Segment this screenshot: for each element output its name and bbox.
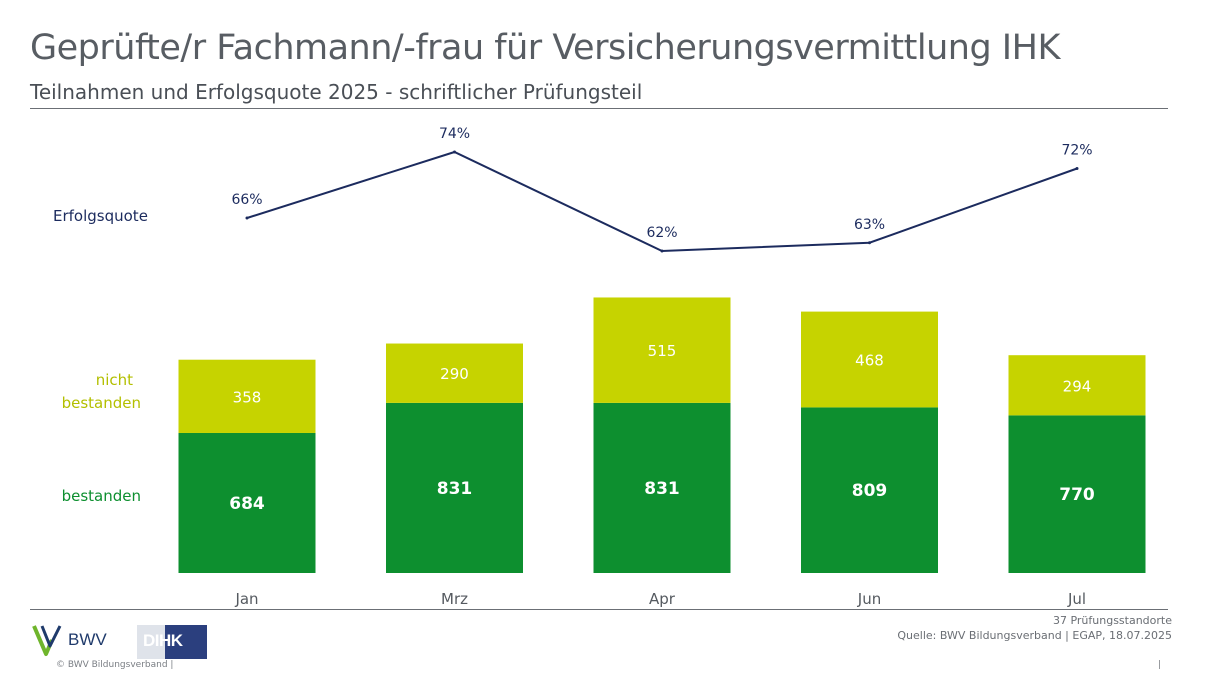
copyright-note: © BWV Bildungsverband | (56, 660, 174, 670)
erfolgsquote-label: 74% (439, 126, 470, 142)
bars-layer: 684 358 Jan 831 290 Mrz 831 515 Apr 809 468 Jun 770 2… (178, 297, 1146, 608)
bar-passed (593, 402, 731, 573)
bar-failed (178, 359, 316, 433)
series-labels: Erfolgsquote nicht bestanden bestanden (53, 207, 148, 505)
page-separator: | (1158, 660, 1162, 670)
erfolgsquote-point (1075, 167, 1079, 170)
bwv-logo (32, 625, 62, 656)
failed-series-label-line2: bestanden (62, 394, 141, 412)
x-tick-label: Jul (1067, 590, 1086, 608)
erfolgsquote-point (453, 150, 456, 154)
data-label-failed: 294 (1063, 377, 1092, 395)
bar-passed (178, 432, 316, 573)
erfolgsquote-point (868, 241, 871, 245)
erfolgsquote-point (245, 216, 249, 220)
x-tick-label: Jun (857, 590, 881, 608)
dihk-logo: DIHK (137, 625, 207, 659)
data-label-passed: 831 (437, 479, 473, 499)
page-title: Geprüfte/r Fachmann/-frau für Versicheru… (30, 28, 1060, 68)
data-label-failed: 290 (440, 365, 469, 383)
source-note: Quelle: BWV Bildungsverband | EGAP, 18.0… (897, 629, 1172, 642)
x-tick-label: Jan (234, 590, 258, 608)
data-label-failed: 515 (648, 342, 677, 360)
bar-failed (801, 311, 938, 408)
bar-failed (386, 343, 523, 403)
x-tick-label: Apr (649, 590, 676, 608)
erfolgsquote-label: 72% (1061, 143, 1092, 159)
line-series-label: Erfolgsquote (53, 207, 148, 225)
data-label-passed: 684 (229, 494, 265, 514)
bar-passed (1008, 415, 1146, 573)
bar-failed (593, 297, 731, 403)
footer-divider (30, 609, 1168, 610)
page-subtitle: Teilnahmen und Erfolgsquote 2025 - schri… (30, 80, 643, 104)
line-layer: 66% 74% 62% 63% 72% (231, 126, 1093, 253)
data-label-passed: 809 (852, 481, 888, 501)
erfolgsquote-label: 62% (646, 225, 677, 241)
passed-series-label: bestanden (62, 487, 141, 505)
bar-passed (386, 402, 523, 573)
bar-passed (801, 407, 938, 573)
dihk-logo-text: DIHK (143, 631, 183, 650)
sites-note: 37 Prüfungsstandorte (1052, 614, 1172, 627)
data-label-passed: 831 (644, 479, 680, 499)
failed-series-label-line1: nicht (96, 371, 133, 389)
erfolgsquote-label: 63% (854, 217, 885, 233)
data-label-failed: 468 (855, 351, 884, 369)
dihk-logo-box (165, 625, 207, 659)
data-label-passed: 770 (1059, 485, 1095, 505)
bwv-logo-text: BWV (68, 630, 107, 649)
data-label-failed: 358 (233, 388, 262, 406)
header-divider (30, 108, 1168, 109)
erfolgsquote-point (660, 249, 664, 253)
erfolgsquote-label: 66% (231, 192, 262, 208)
bar-failed (1008, 355, 1146, 416)
x-tick-label: Mrz (441, 590, 468, 608)
